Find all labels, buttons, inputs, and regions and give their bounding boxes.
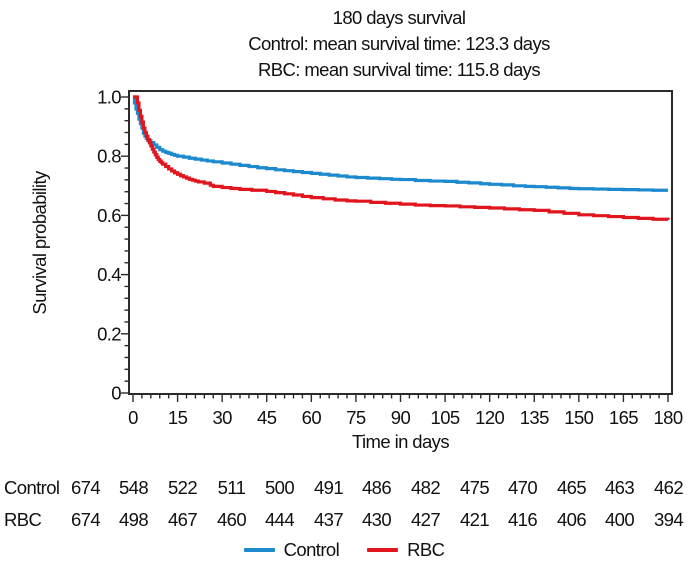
risk-value: 470	[507, 477, 538, 498]
x-tick-label: 0	[128, 407, 138, 428]
legend-line-swatch	[367, 548, 399, 552]
plot-border	[128, 90, 673, 395]
legend-label: RBC	[407, 539, 445, 560]
x-tick-label: 60	[302, 407, 322, 428]
risk-value: 486	[361, 477, 392, 498]
chart-subtitle-control: Control: mean survival time: 123.3 days	[248, 33, 550, 54]
x-axis-label: Time in days	[352, 431, 450, 452]
y-tick-label: 1.0	[97, 87, 121, 108]
risk-value: 482	[410, 477, 441, 498]
risk-value: 421	[459, 509, 490, 530]
curve-rbc	[133, 95, 670, 221]
x-tick-label: 135	[520, 407, 549, 428]
y-tick-label: 0.8	[97, 146, 121, 167]
legend: Control RBC	[0, 539, 688, 561]
risk-value: 437	[313, 509, 344, 530]
risk-value: 444	[264, 509, 295, 530]
risk-value: 498	[118, 509, 149, 530]
x-tick-label: 150	[564, 407, 593, 428]
survival-plot: 0 0.2 0.4 0.6 0.8 1.0 0 15 30 45 60 75 90 105 120 135 15…	[97, 87, 683, 429]
legend-item-control: Control	[243, 539, 340, 561]
risk-value: 548	[118, 477, 149, 498]
y-tick-label: 0.4	[97, 264, 121, 285]
legend-label: Control	[283, 539, 340, 560]
risk-value: 674	[70, 477, 101, 498]
y-axis-label: Survival probability	[29, 171, 50, 315]
risk-value: 511	[217, 477, 246, 498]
y-tick-label: 0.2	[97, 323, 121, 344]
risk-value: 416	[507, 509, 538, 530]
chart-subtitle-rbc: RBC: mean survival time: 115.8 days	[258, 59, 541, 80]
risk-row-rbc: RBC 674 498 467 460 444 437 430 427 421 416 406 400 3…	[0, 509, 688, 531]
x-tick-label: 165	[609, 407, 638, 428]
risk-value: 463	[604, 477, 635, 498]
legend-line-swatch	[243, 548, 275, 552]
x-tick-label: 90	[391, 407, 411, 428]
x-tick-label: 15	[168, 407, 188, 428]
y-tick-label: 0.6	[97, 205, 121, 226]
risk-row-label: RBC	[4, 509, 42, 530]
risk-value: 674	[70, 509, 101, 530]
chart-title: 180 days survival	[332, 7, 466, 28]
x-tick-label: 180	[653, 407, 682, 428]
x-tick-label: 105	[431, 407, 460, 428]
x-tick-label: 75	[346, 407, 366, 428]
risk-value: 460	[216, 509, 247, 530]
risk-value: 400	[604, 509, 635, 530]
risk-value: 394	[653, 509, 684, 530]
x-tick-label: 45	[257, 407, 277, 428]
x-tick-label: 30	[212, 407, 232, 428]
risk-value: 430	[361, 509, 392, 530]
risk-value: 475	[459, 477, 490, 498]
risk-value: 522	[167, 477, 198, 498]
risk-value: 427	[410, 509, 441, 530]
risk-value: 465	[556, 477, 587, 498]
risk-row-label: Control	[4, 477, 60, 498]
risk-value: 406	[556, 509, 587, 530]
risk-row-control: Control 674 548 522 511 500 491 486 482 475 470 465…	[0, 477, 688, 499]
risk-value: 462	[653, 477, 684, 498]
risk-value: 467	[167, 509, 198, 530]
legend-item-rbc: RBC	[367, 539, 445, 561]
x-tick-label: 120	[475, 407, 504, 428]
y-tick-label: 0	[111, 383, 121, 404]
title-block: 180 days survival Control: mean survival…	[104, 5, 688, 83]
risk-value: 491	[313, 477, 344, 498]
risk-value: 500	[264, 477, 295, 498]
curve-control	[132, 95, 668, 192]
